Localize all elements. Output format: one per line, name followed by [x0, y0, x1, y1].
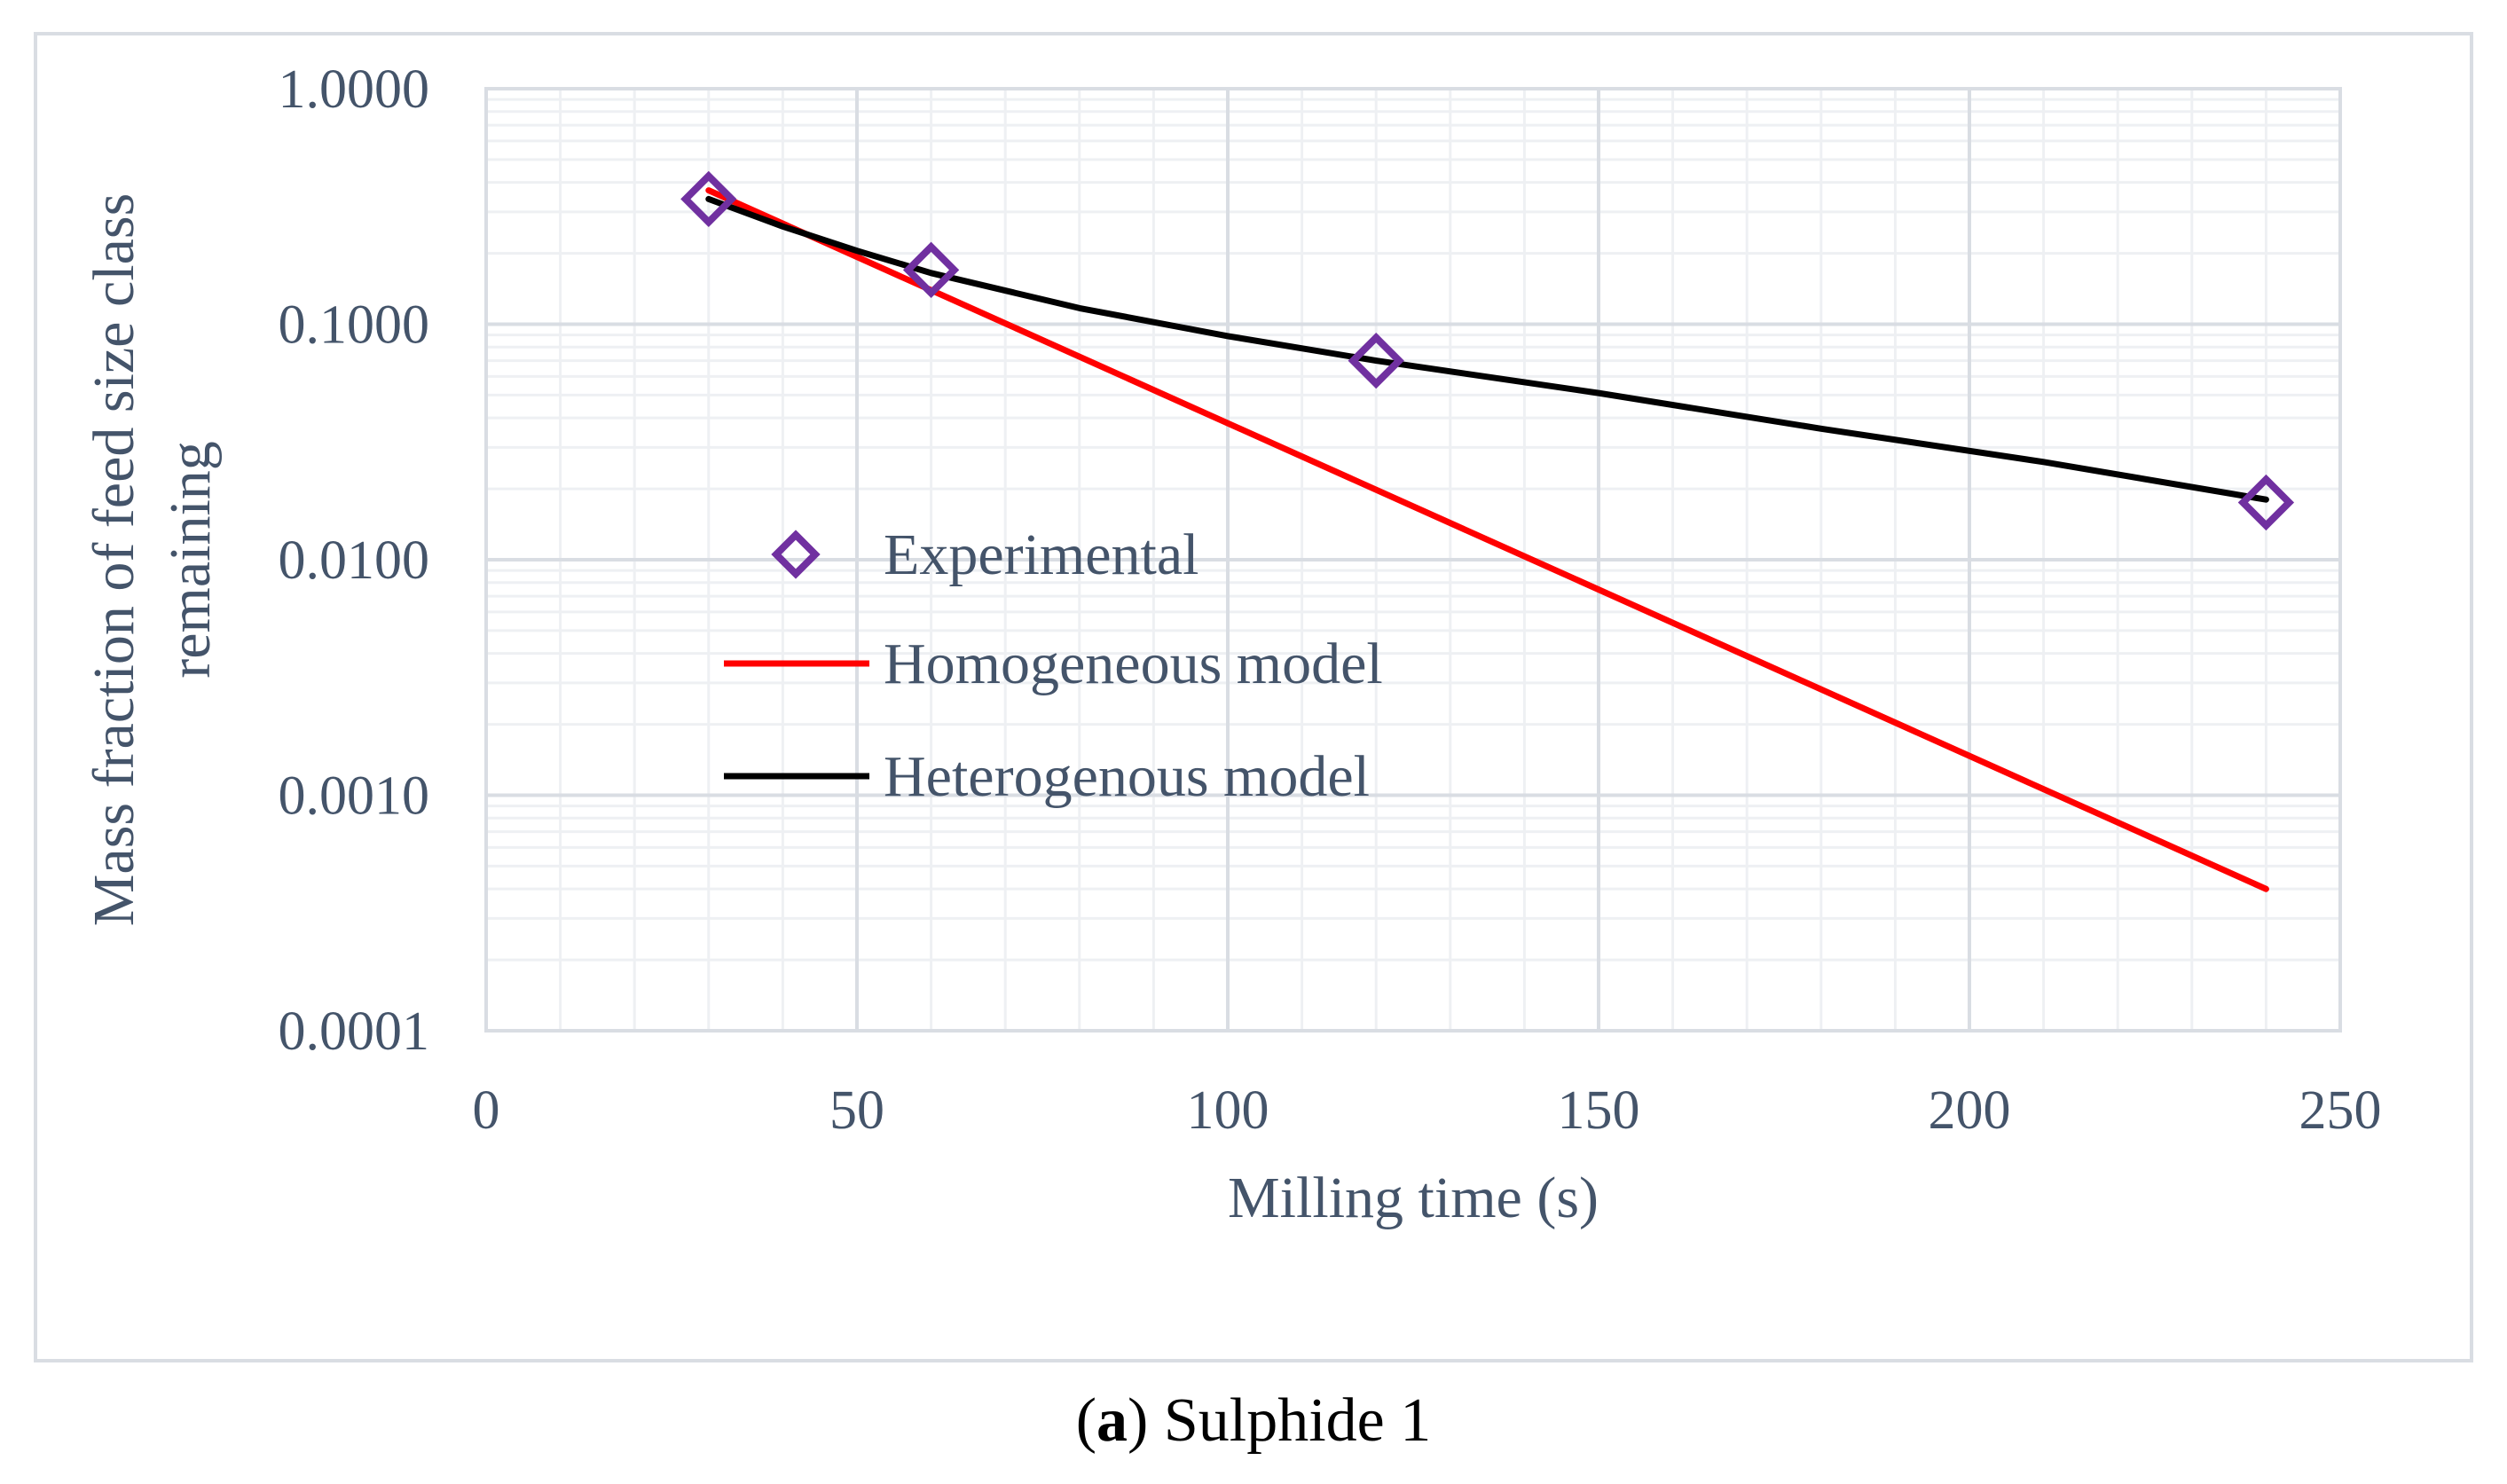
x-tick-label: 0: [473, 1080, 500, 1141]
x-tick-label: 200: [1929, 1080, 2011, 1141]
y-tick-label: 0.0010: [279, 766, 430, 827]
series-markers: [680, 170, 2295, 531]
y-tick-labels: 1.0000 0.1000 0.0100 0.0010 0.0001: [279, 59, 430, 1062]
series-line-1: [705, 187, 2269, 892]
legend-label-heterogenous: Heterogenous model: [884, 744, 1370, 809]
experimental-data-point: [1348, 332, 1404, 389]
y-tick-label: 0.0100: [279, 530, 430, 591]
x-tick-label: 50: [829, 1080, 884, 1141]
y-tick-label: 0.0001: [279, 1001, 430, 1062]
x-tick-label: 250: [2299, 1080, 2382, 1141]
y-tick-label: 0.1000: [279, 295, 430, 356]
caption-label: (a): [1075, 1386, 1149, 1455]
series-line-2: [705, 195, 2269, 503]
y-tick-label: 1.0000: [279, 59, 430, 120]
legend-experimental-diamond-icon: [771, 530, 821, 579]
legend-label-homogeneous: Homogeneous model: [884, 632, 1383, 696]
y-axis-title-line-2: remaining: [158, 441, 223, 679]
legend: Experimental Homogeneous model Heterogen…: [724, 522, 1383, 809]
legend-label-experimental: Experimental: [884, 522, 1199, 587]
chart: 0 50 100 150 200 250 1.0000 0.1000 0.0100 0.0010…: [82, 59, 2382, 1230]
x-axis-title: Milling time (s): [1228, 1166, 1599, 1230]
plot-area-border: [484, 87, 2342, 1033]
caption-text: Sulphide 1: [1163, 1386, 1432, 1455]
experimental-data-point: [2237, 474, 2295, 531]
caption-letter: a: [1096, 1386, 1128, 1455]
experimental-data-point: [902, 241, 960, 298]
series-lines: [705, 187, 2269, 892]
x-tick-label: 100: [1187, 1080, 1269, 1141]
y-axis-title-line-1: Mass fraction of feed size class: [82, 193, 146, 927]
figure-caption: (a) Sulphide 1: [0, 1386, 2507, 1457]
experimental-data-point: [680, 170, 737, 228]
x-tick-labels: 0 50 100 150 200 250: [473, 1080, 2382, 1141]
x-tick-label: 150: [1558, 1080, 1640, 1141]
